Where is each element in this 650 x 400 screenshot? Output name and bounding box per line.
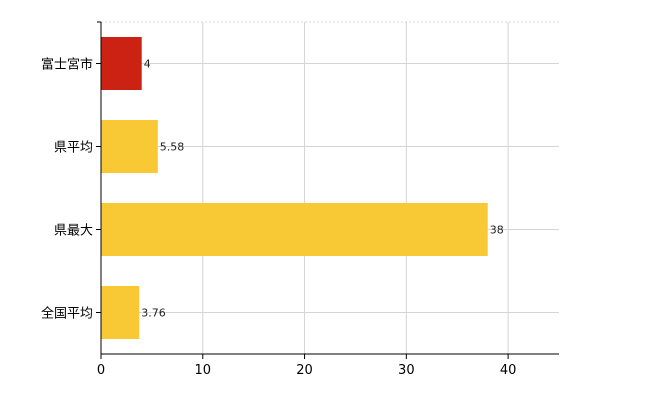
data-label-2: 38 (490, 224, 504, 237)
x-tick-label-0: 0 (97, 363, 105, 378)
data-label-3: 3.76 (141, 307, 166, 320)
bar-0 (101, 37, 142, 90)
data-label-1: 5.58 (160, 141, 185, 154)
category-label-3: 全国平均 (41, 306, 93, 322)
category-label-2: 県最大 (54, 224, 93, 239)
x-tick-label-20: 20 (296, 363, 313, 378)
category-label-1: 県平均 (54, 141, 93, 156)
bar-2 (101, 203, 488, 256)
bar-3 (101, 286, 140, 339)
axes (96, 21, 559, 359)
category-label-0: 富士宮市 (41, 57, 93, 73)
x-tick-label-40: 40 (500, 363, 517, 378)
bar-1 (101, 120, 158, 173)
bars (101, 37, 488, 339)
data-label-0: 4 (144, 58, 151, 71)
x-tick-label-10: 10 (195, 363, 212, 378)
x-tick-label-30: 30 (398, 363, 415, 378)
grid-lines (101, 21, 559, 354)
